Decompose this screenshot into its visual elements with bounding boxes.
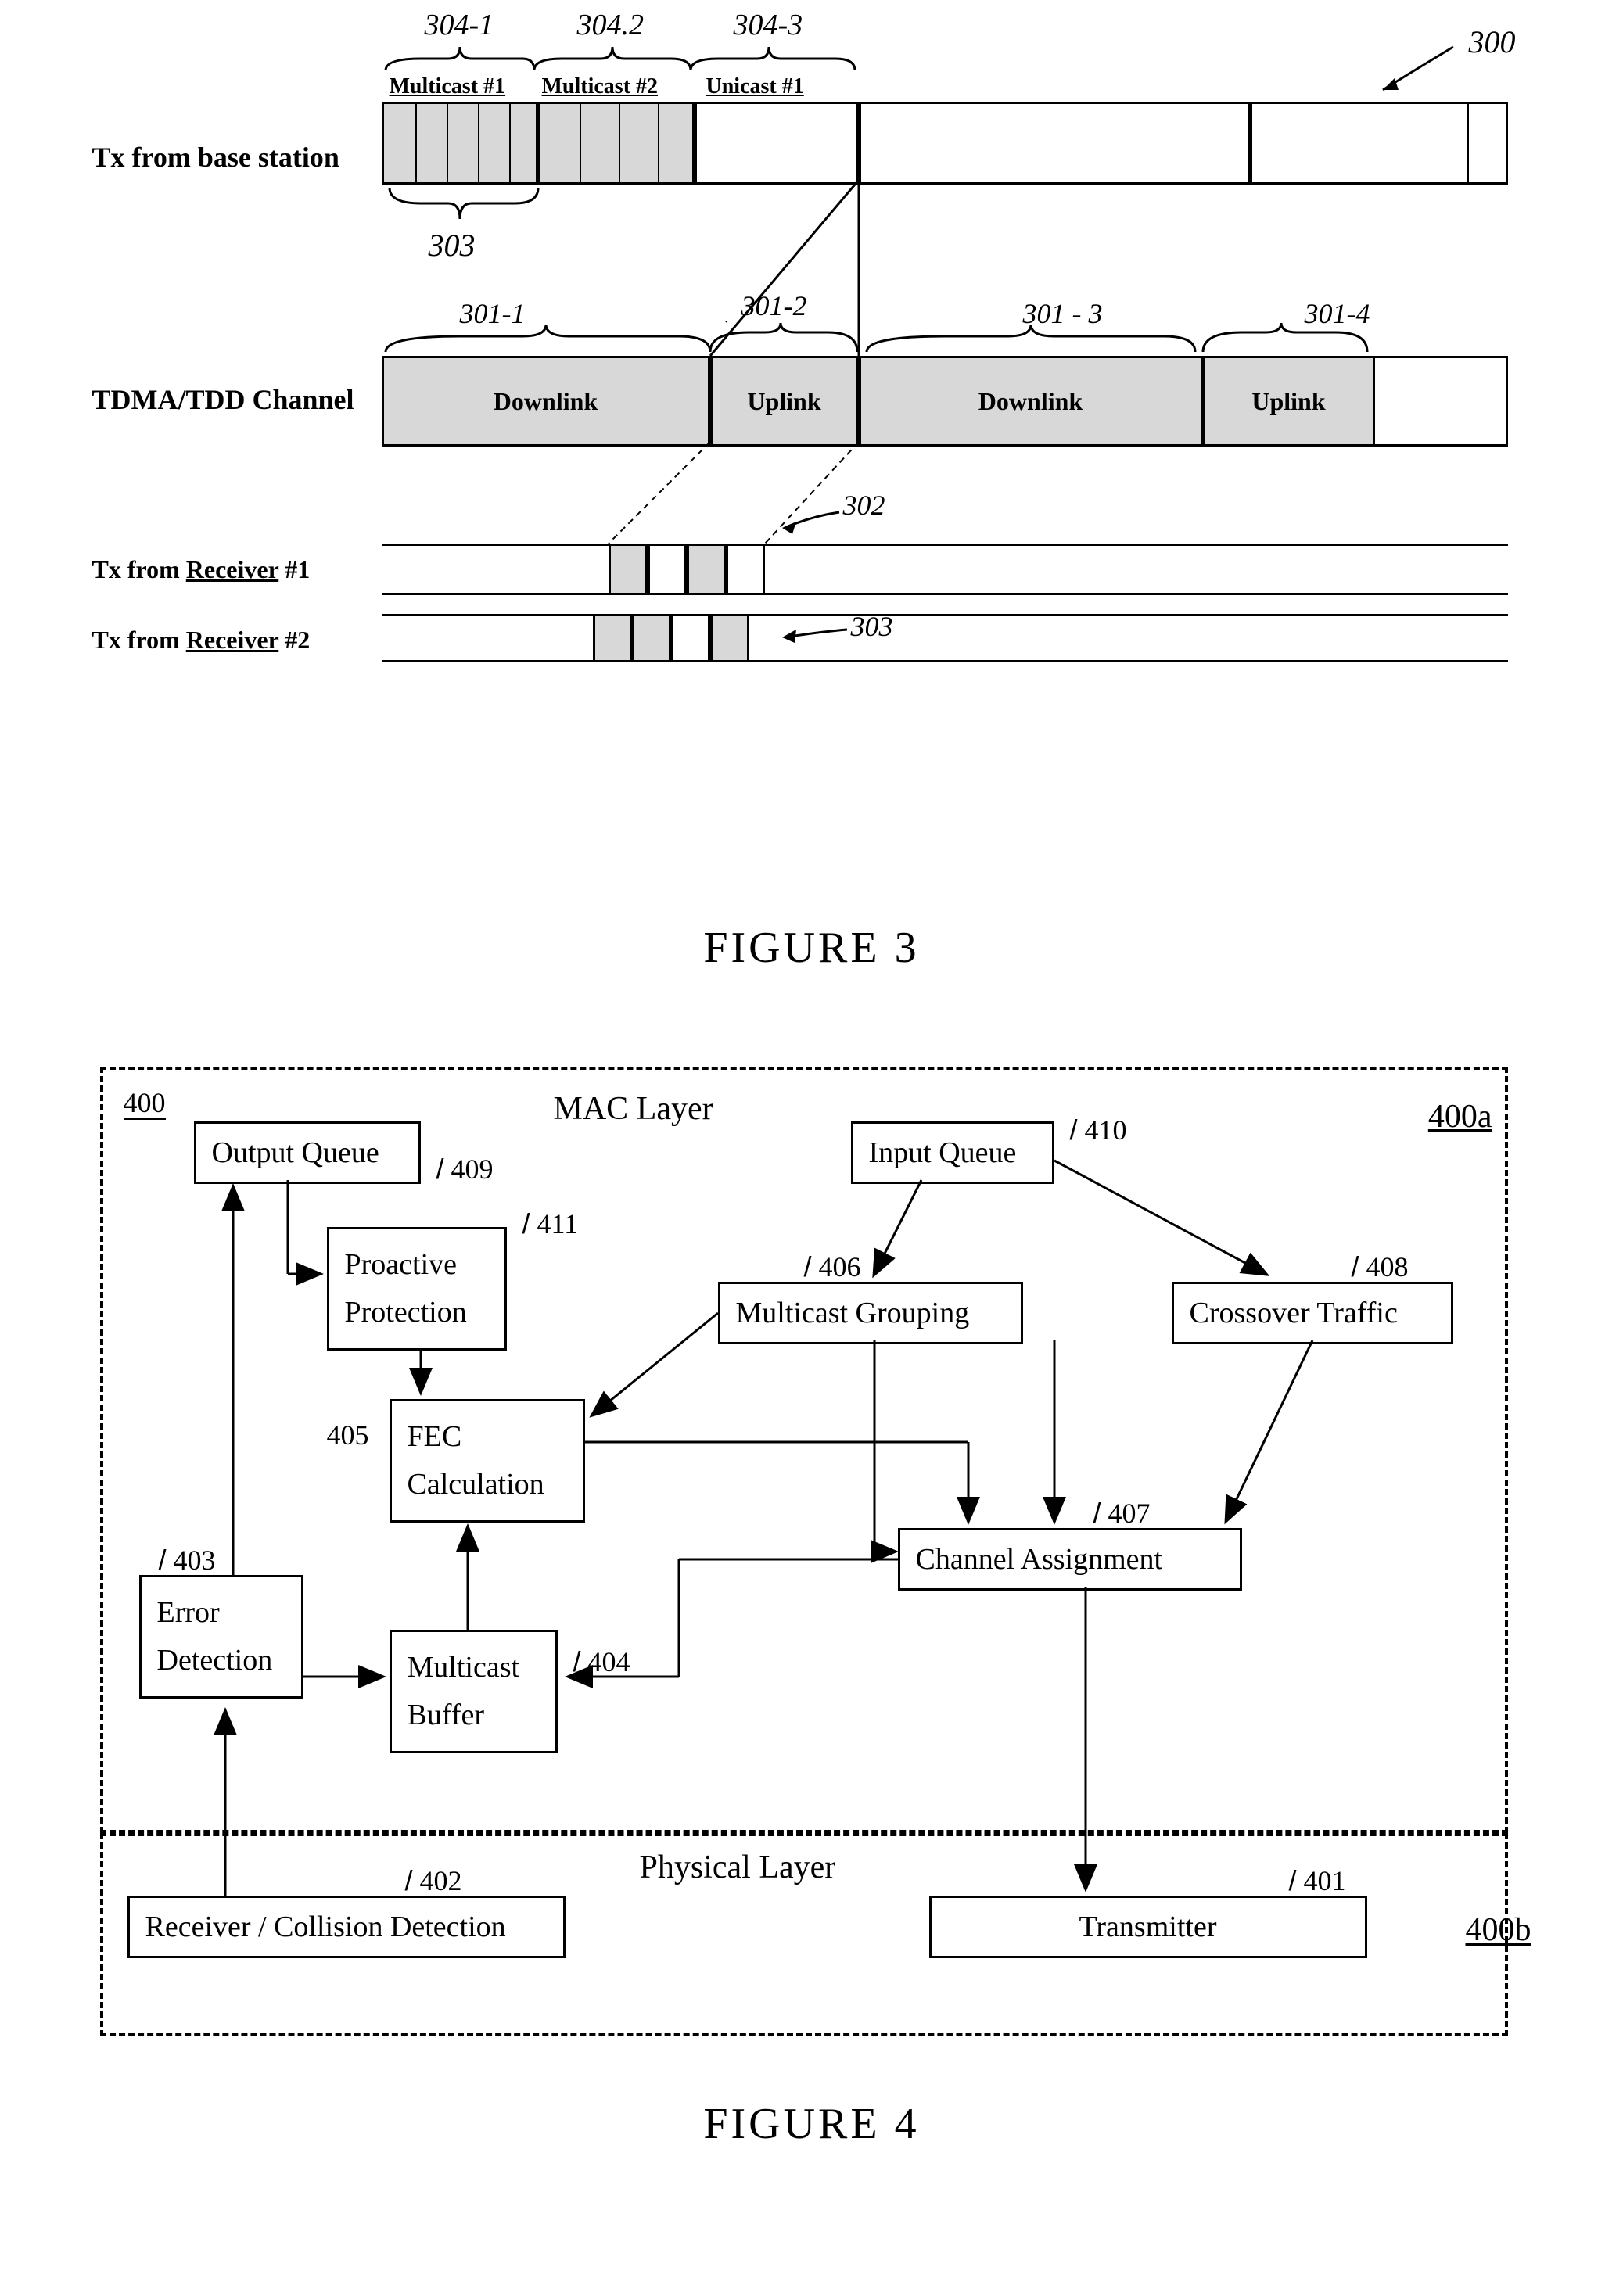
ref-408: / 408 bbox=[1352, 1250, 1409, 1283]
rx1-slot-2 bbox=[648, 546, 687, 593]
ref-303b: 303 bbox=[851, 610, 893, 643]
slot-blank-1 bbox=[859, 104, 1250, 182]
rx2-slot-4 bbox=[710, 616, 749, 660]
proactive-box: Proactive Protection bbox=[327, 1227, 507, 1351]
slot-blank-2 bbox=[1250, 104, 1469, 182]
crossover-box: Crossover Traffic bbox=[1172, 1282, 1453, 1344]
error-box: Error Detection bbox=[139, 1575, 303, 1699]
rx1-slot-4 bbox=[726, 546, 765, 593]
rx1-slot-3 bbox=[687, 546, 726, 593]
slot-uplink-1: Uplink bbox=[710, 358, 859, 444]
ref-409: / 409 bbox=[436, 1153, 494, 1186]
track-tdma: Downlink Uplink Downlink Uplink bbox=[382, 356, 1508, 447]
multicast-grouping-box: Multicast Grouping bbox=[718, 1282, 1023, 1344]
arrow-300 bbox=[1367, 31, 1461, 94]
label-unicast-1: Unicast #1 bbox=[706, 74, 804, 99]
mac-layer-title: MAC Layer bbox=[554, 1090, 713, 1128]
braces-top bbox=[382, 43, 859, 78]
row-label-rx2: Tx from Receiver #2 bbox=[92, 626, 311, 655]
ref-403: / 403 bbox=[159, 1544, 216, 1577]
rx2-slot-3 bbox=[671, 616, 710, 660]
ref-405: 405 bbox=[327, 1419, 369, 1451]
slot-uc1 bbox=[695, 104, 859, 182]
figure-3: 300 304-1 304.2 304-3 Multicast #1 Multi… bbox=[69, 31, 1555, 891]
ref-400: 400 bbox=[124, 1086, 166, 1119]
phy-layer-title: Physical Layer bbox=[640, 1849, 836, 1886]
arrow-302 bbox=[773, 504, 843, 536]
label-multicast-2: Multicast #2 bbox=[542, 74, 659, 99]
multicast-buffer-box: Multicast Buffer bbox=[390, 1630, 558, 1753]
ref-407: / 407 bbox=[1093, 1497, 1151, 1530]
ref-302: 302 bbox=[843, 489, 885, 522]
ref-401: / 401 bbox=[1289, 1864, 1346, 1897]
transmitter-box: Transmitter bbox=[929, 1896, 1367, 1958]
slot-mc1 bbox=[382, 104, 538, 182]
track-rx1 bbox=[382, 544, 1508, 595]
ref-404: / 404 bbox=[573, 1645, 630, 1678]
row-label-rx1: Tx from Receiver #1 bbox=[92, 555, 311, 584]
slot-uplink-2: Uplink bbox=[1203, 358, 1375, 444]
rx1-slot-1 bbox=[609, 546, 648, 593]
ref-400b: 400b bbox=[1466, 1911, 1531, 1949]
ref-406: / 406 bbox=[804, 1250, 861, 1283]
slot-mc2 bbox=[538, 104, 695, 182]
rx2-slot-1 bbox=[593, 616, 632, 660]
input-queue-box: Input Queue bbox=[851, 1121, 1054, 1184]
receiver-box: Receiver / Collision Detection bbox=[127, 1896, 566, 1958]
ref-304-1: 304-1 bbox=[425, 8, 494, 42]
figure-4-title: FIGURE 4 bbox=[31, 2099, 1592, 2149]
ref-402: / 402 bbox=[405, 1864, 462, 1897]
track-tx-base bbox=[382, 102, 1508, 185]
output-queue-box: Output Queue bbox=[194, 1121, 421, 1184]
slot-downlink-2: Downlink bbox=[859, 358, 1203, 444]
fec-box: FEC Calculation bbox=[390, 1399, 585, 1523]
braces-301 bbox=[382, 321, 1555, 360]
figure-4: 400 MAC Layer 400a Physical Layer 400b O… bbox=[69, 1051, 1555, 2068]
ref-300: 300 bbox=[1469, 23, 1516, 60]
ref-301-2: 301-2 bbox=[741, 289, 807, 322]
figure-3-title: FIGURE 3 bbox=[31, 923, 1592, 973]
slot-downlink-1: Downlink bbox=[382, 358, 710, 444]
track-rx2 bbox=[382, 614, 1508, 662]
row-label-tdma: TDMA/TDD Channel bbox=[92, 383, 354, 416]
ref-411: / 411 bbox=[522, 1207, 579, 1240]
ref-304-2: 304.2 bbox=[577, 8, 645, 42]
rx2-slot-2 bbox=[632, 616, 671, 660]
arrow-303b bbox=[773, 618, 851, 649]
channel-box: Channel Assignment bbox=[898, 1528, 1242, 1591]
ref-410: / 410 bbox=[1070, 1114, 1127, 1146]
ref-304-3: 304-3 bbox=[734, 8, 803, 42]
ref-400a: 400a bbox=[1428, 1098, 1492, 1135]
label-multicast-1: Multicast #1 bbox=[390, 74, 506, 99]
row-label-tx-base: Tx from base station bbox=[92, 141, 339, 174]
